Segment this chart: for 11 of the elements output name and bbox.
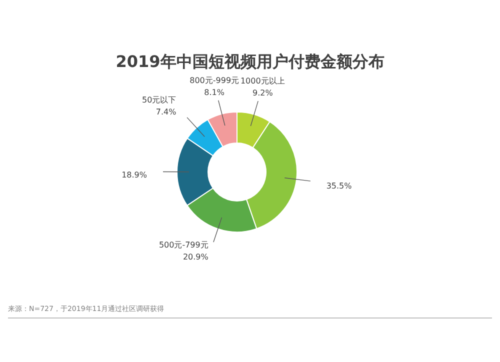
data-label: 8.1% [204,88,225,97]
slice-label: 1000元以上 [240,76,285,86]
chart-title: 2019年中国短视频用户付费金额分布 [116,52,384,71]
slice-label: 50元以下 [142,96,176,105]
data-label: 7.4% [156,108,177,117]
data-label: 18.9% [122,170,148,180]
data-label: 35.5% [326,182,352,191]
slice-label: 500元-799元 [158,240,208,250]
data-label: 20.9% [182,252,209,262]
slice-label: 800元-999元 [190,76,240,85]
data-label: 9.2% [252,88,274,98]
